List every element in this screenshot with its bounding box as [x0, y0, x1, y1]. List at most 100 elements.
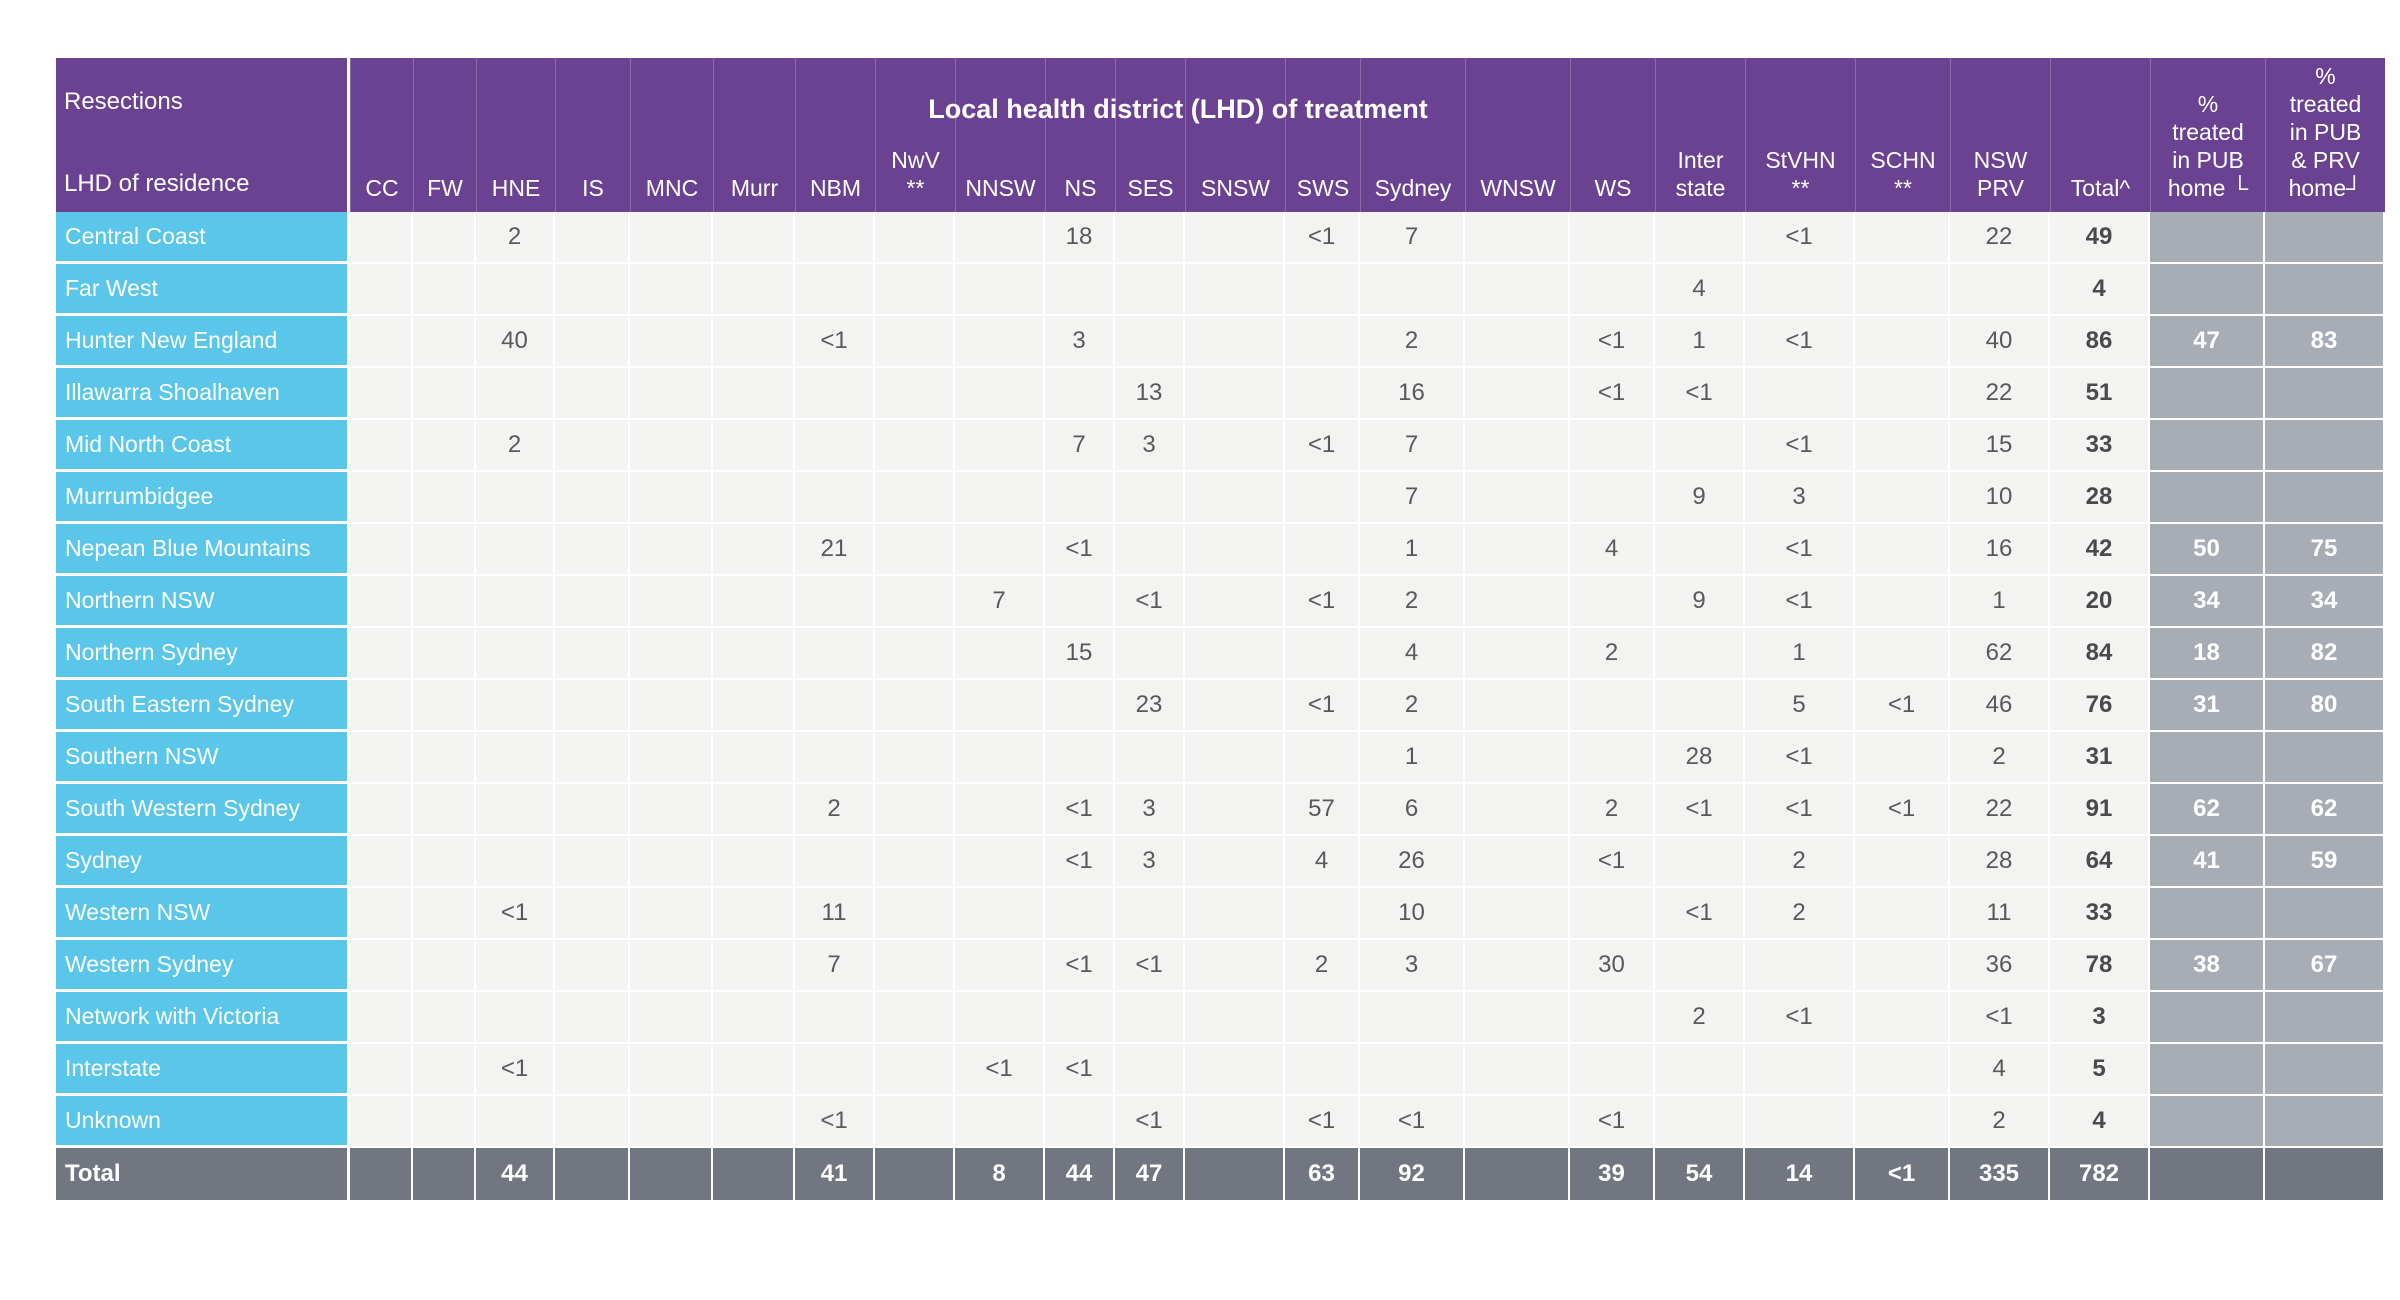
- cell: 31: [2150, 680, 2265, 733]
- cell: 16: [1360, 368, 1465, 421]
- cell: [1465, 888, 1570, 941]
- cell: <1: [955, 1044, 1045, 1097]
- cell: <1: [1745, 992, 1855, 1045]
- row-label-sydney[interactable]: Sydney: [56, 836, 350, 889]
- cell: <1: [1045, 836, 1115, 889]
- cell: [1285, 992, 1360, 1045]
- row-label-southern-nsw[interactable]: Southern NSW: [56, 732, 350, 785]
- column-header-wnsw[interactable]: WNSW: [1465, 58, 1570, 213]
- cell: [875, 940, 955, 993]
- column-header-hne[interactable]: HNE: [476, 58, 555, 213]
- cell: [350, 1148, 413, 1201]
- cell: [1115, 264, 1185, 317]
- cell: [413, 472, 476, 525]
- cell: 335: [1950, 1148, 2050, 1201]
- cell: <1: [1745, 732, 1855, 785]
- row-label-illawarra-shoalhaven[interactable]: Illawarra Shoalhaven: [56, 368, 350, 421]
- column-header-nbm[interactable]: NBM: [795, 58, 875, 213]
- cell: [1185, 1096, 1285, 1149]
- cell: 15: [1950, 420, 2050, 473]
- column-header-schn[interactable]: SCHN **: [1855, 58, 1950, 213]
- cell: 83: [2265, 316, 2385, 369]
- cell: [2265, 1044, 2385, 1097]
- cell: 51: [2050, 368, 2150, 421]
- column-header-nwv[interactable]: NwV **: [875, 58, 955, 213]
- column-header-inter-state[interactable]: Inter state: [1655, 58, 1745, 213]
- row-label-western-nsw[interactable]: Western NSW: [56, 888, 350, 941]
- row-label-south-eastern-sydney[interactable]: South Eastern Sydney: [56, 680, 350, 733]
- cell: [1185, 316, 1285, 369]
- cell: [1185, 836, 1285, 889]
- cell: [630, 940, 713, 993]
- row-label-murrumbidgee[interactable]: Murrumbidgee: [56, 472, 350, 525]
- total-row-label[interactable]: Total: [56, 1148, 350, 1201]
- column-header-ses[interactable]: SES: [1115, 58, 1185, 213]
- row-label-northern-nsw[interactable]: Northern NSW: [56, 576, 350, 629]
- cell: [1655, 420, 1745, 473]
- row-label-unknown[interactable]: Unknown: [56, 1096, 350, 1149]
- column-header-total[interactable]: Total^: [2050, 58, 2150, 213]
- cell: 30: [1570, 940, 1655, 993]
- row-label-far-west[interactable]: Far West: [56, 264, 350, 317]
- column-header-treated-in-pub-prv-home[interactable]: % treated in PUB & PRV home┘: [2265, 58, 2385, 213]
- column-header-nsw-prv[interactable]: NSW PRV: [1950, 58, 2050, 213]
- column-header-cc[interactable]: CC: [350, 58, 413, 213]
- cell: [1285, 472, 1360, 525]
- cell: 4: [1285, 836, 1360, 889]
- cell: [1855, 836, 1950, 889]
- cell: 1: [1950, 576, 2050, 629]
- cell: [1185, 888, 1285, 941]
- corner-header[interactable]: Resections LHD of residence: [56, 58, 350, 213]
- row-label-central-coast[interactable]: Central Coast: [56, 212, 350, 265]
- row-label-northern-sydney[interactable]: Northern Sydney: [56, 628, 350, 681]
- cell: 59: [2265, 836, 2385, 889]
- column-header-snsw[interactable]: SNSW: [1185, 58, 1285, 213]
- cell: [713, 1096, 795, 1149]
- column-header-sydney[interactable]: Sydney: [1360, 58, 1465, 213]
- row-label-mid-north-coast[interactable]: Mid North Coast: [56, 420, 350, 473]
- column-header-mnc[interactable]: MNC: [630, 58, 713, 213]
- cell: [350, 1096, 413, 1149]
- cell: [1185, 680, 1285, 733]
- cell: 4: [2050, 264, 2150, 317]
- cell: [713, 784, 795, 837]
- column-header-is[interactable]: IS: [555, 58, 630, 213]
- column-header-sws[interactable]: SWS: [1285, 58, 1360, 213]
- row-label-nepean-blue-mountains[interactable]: Nepean Blue Mountains: [56, 524, 350, 577]
- cell: 36: [1950, 940, 2050, 993]
- cell: [1745, 1044, 1855, 1097]
- cell: [630, 680, 713, 733]
- cell: [1185, 732, 1285, 785]
- cell: [1570, 264, 1655, 317]
- column-header-stvhn[interactable]: StVHN **: [1745, 58, 1855, 213]
- cell: [1045, 576, 1115, 629]
- row-label-interstate[interactable]: Interstate: [56, 1044, 350, 1097]
- row-label-hunter-new-england[interactable]: Hunter New England: [56, 316, 350, 369]
- cell: [1185, 940, 1285, 993]
- row-label-south-western-sydney[interactable]: South Western Sydney: [56, 784, 350, 837]
- cell: [1285, 368, 1360, 421]
- cell: <1: [1745, 316, 1855, 369]
- cell: 46: [1950, 680, 2050, 733]
- column-header-nnsw[interactable]: NNSW: [955, 58, 1045, 213]
- cell: 44: [1045, 1148, 1115, 1201]
- cell: 80: [2265, 680, 2385, 733]
- column-header-ws[interactable]: WS: [1570, 58, 1655, 213]
- cell: [1855, 264, 1950, 317]
- cell: 7: [795, 940, 875, 993]
- cell: 18: [1045, 212, 1115, 265]
- cell: [875, 420, 955, 473]
- row-label-network-with-victoria[interactable]: Network with Victoria: [56, 992, 350, 1045]
- cell: [1465, 368, 1570, 421]
- column-header-fw[interactable]: FW: [413, 58, 476, 213]
- cell: 47: [2150, 316, 2265, 369]
- row-label-western-sydney[interactable]: Western Sydney: [56, 940, 350, 993]
- column-header-ns[interactable]: NS: [1045, 58, 1115, 213]
- column-header-treated-in-pub-home[interactable]: % treated in PUB home └: [2150, 58, 2265, 213]
- cell: 49: [2050, 212, 2150, 265]
- cell: 7: [955, 576, 1045, 629]
- cell: 33: [2050, 888, 2150, 941]
- cell: [795, 732, 875, 785]
- cell: [955, 264, 1045, 317]
- column-header-murr[interactable]: Murr: [713, 58, 795, 213]
